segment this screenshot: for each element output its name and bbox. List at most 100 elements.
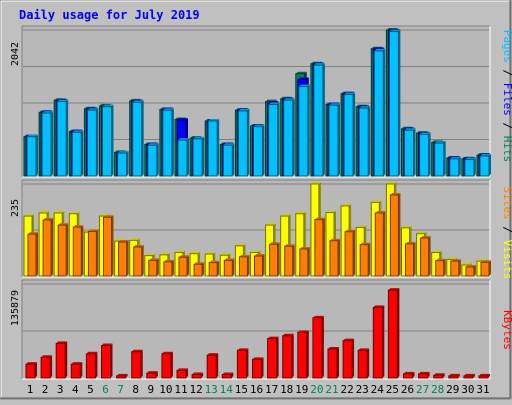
pages-bar-day-14: [222, 143, 235, 177]
pages-bar-day-2-top: [42, 111, 54, 114]
sites-bar-day-14: [223, 258, 235, 277]
sites-bar-day-31-top: [481, 260, 491, 263]
pages-bar-day-17-face: [268, 104, 279, 177]
kbytes-bar-day-3-face: [55, 342, 66, 379]
visits-bar-day-30-top: [461, 263, 472, 266]
sites-bar-day-4-face: [72, 226, 82, 277]
kbytes-bar-day-1-face: [25, 363, 36, 379]
kbytes-bar-day-4: [70, 362, 83, 379]
pages-bar-day-4: [71, 130, 84, 177]
sites-bar-day-5: [87, 229, 99, 277]
kbytes-bar-day-15-face: [236, 349, 247, 379]
sites-bar-day-2-face: [42, 219, 52, 277]
day-label-28: 28: [431, 383, 444, 396]
kbytes-bar-day-6-face: [101, 344, 111, 379]
sites-bar-day-15-top: [239, 254, 250, 257]
hits-bar-day-19-top: [295, 71, 307, 74]
sites-bar-day-29: [450, 259, 461, 277]
kbytes-bar-day-16: [252, 357, 264, 379]
kbytes-bar-day-8: [131, 349, 143, 379]
kbytes-bar-day-30-top: [463, 373, 475, 376]
kbytes-bar-day-5: [85, 351, 98, 379]
sites-bar-day-29-face: [450, 260, 460, 277]
sites-bar-day-3: [57, 223, 69, 277]
sites-bar-day-10-face: [163, 261, 173, 277]
kbytes-bar-day-16-face: [252, 358, 262, 379]
kbytes-bar-day-29-top: [448, 373, 460, 376]
pages-bar-day-21-top: [329, 103, 340, 106]
day-label-12: 12: [189, 383, 202, 396]
visits-bar-day-29-top: [446, 257, 457, 260]
kbytes-bar-day-18: [282, 333, 294, 379]
kbytes-bar-day-4-face: [70, 363, 81, 379]
kbytes-bar-day-7-face: [116, 375, 127, 379]
day-label-25: 25: [386, 383, 399, 396]
day-label-9: 9: [147, 383, 154, 396]
top-legend: Pages / Files / Hits: [501, 30, 512, 163]
kbytes-bar-day-20-top: [312, 315, 324, 318]
pages-bar-day-28-face: [434, 142, 445, 177]
pages-bar-day-12-face: [192, 138, 203, 177]
sites-bar-day-26-face: [405, 243, 414, 277]
pages-bar-day-24-face: [373, 50, 384, 177]
pages-bar-day-9-face: [147, 144, 158, 177]
pages-bar-day-29: [449, 156, 461, 177]
files-bar-day-19-top: [297, 77, 309, 80]
sites-bar-day-30-top: [465, 264, 476, 267]
kbytes-bar-day-17: [267, 336, 279, 379]
pages-bar-day-5-face: [86, 109, 97, 177]
sites-bar-day-25-face: [389, 194, 399, 277]
pages-bar-day-22-face: [343, 93, 354, 177]
kbytes-bar-day-13: [206, 353, 219, 379]
x-axis-day-labels: 1 2 3 4 5 6 7 8 9 10 11 12 13 14 15 16 17 18 19 20 21 22 23 24 2…: [27, 383, 490, 396]
sites-bar-day-11: [178, 255, 189, 277]
sites-bar-day-10: [163, 259, 174, 277]
sites-bar-day-20: [314, 217, 325, 277]
sites-bar-day-21-face: [329, 240, 339, 277]
kbytes-bar-day-13-top: [207, 353, 219, 356]
sites-bar-day-16: [254, 254, 265, 277]
sites-bar-day-27: [420, 236, 431, 277]
pages-bar-day-8-face: [132, 101, 143, 177]
day-label-26: 26: [401, 383, 414, 396]
pages-bar-day-3: [56, 99, 69, 177]
sites-bar-day-11-top: [179, 255, 189, 258]
kbytes-bar-day-12-face: [191, 374, 202, 379]
pages-bar-day-3-face: [56, 101, 67, 177]
sites-bar-day-13: [208, 260, 220, 277]
sites-bar-day-23-face: [359, 244, 369, 277]
sites-bar-day-21-top: [330, 238, 340, 241]
panel-kbytes: 135879: [10, 279, 491, 380]
sites-bar-day-25: [389, 192, 401, 277]
pages-bar-day-23: [358, 106, 371, 177]
kbytes-bar-day-25-face: [387, 289, 398, 379]
sites-bar-day-18: [284, 244, 295, 277]
day-label-18: 18: [280, 383, 293, 396]
kbytes-bar-day-26-face: [403, 373, 413, 379]
pages-bar-day-30-top: [464, 157, 476, 160]
pages-bar-day-27: [419, 132, 431, 177]
visits-bar-day-14-top: [220, 253, 231, 256]
sites-bar-day-23: [359, 242, 371, 277]
sites-bar-day-31-face: [480, 261, 490, 277]
kbytes-bar-day-1: [25, 362, 37, 379]
pages-bar-day-1-face: [26, 136, 37, 177]
kbytes-bar-day-2-face: [40, 356, 51, 379]
kbytes-bar-day-13-face: [206, 354, 217, 379]
day-label-5: 5: [87, 383, 94, 396]
kbytes-bar-day-14-top: [222, 372, 234, 375]
pages-bar-day-26-face: [404, 129, 414, 177]
kbytes-bar-day-24: [372, 305, 385, 379]
kbytes-bar-day-26-top: [403, 371, 415, 374]
kbytes-bar-day-10-face: [161, 353, 172, 379]
pages-bar-day-31-top: [480, 153, 491, 156]
kbytes-bar-day-24-top: [373, 305, 385, 308]
sites-bar-day-24-face: [374, 212, 384, 277]
sites-bar-day-8-face: [133, 246, 143, 277]
sites-bar-day-13-face: [208, 262, 218, 277]
sites-bar-day-15: [238, 254, 250, 277]
legend-entry: Files: [501, 83, 512, 116]
chart-title: Daily usage for July 2019: [19, 8, 200, 22]
pages-bar-day-26: [404, 128, 416, 177]
